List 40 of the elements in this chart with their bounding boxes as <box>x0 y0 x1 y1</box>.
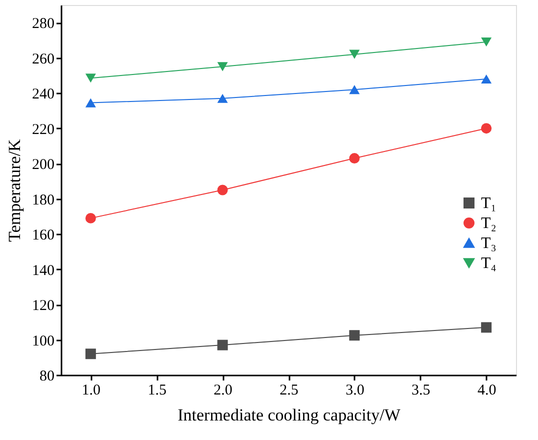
point <box>85 98 96 108</box>
y-tick-label: 120 <box>32 298 54 314</box>
x-axis-title: Intermediate cooling capacity/W <box>178 406 402 424</box>
point <box>85 74 96 83</box>
y-tick-label: 220 <box>32 122 54 138</box>
y-tick-label: 140 <box>32 262 54 279</box>
point <box>481 123 492 134</box>
point <box>217 184 228 196</box>
y-tick-label: 160 <box>32 228 54 244</box>
point <box>349 330 360 341</box>
point <box>349 50 360 59</box>
point <box>481 74 492 84</box>
point <box>85 212 96 224</box>
point <box>217 94 228 103</box>
legend-label: T₁ <box>481 195 496 212</box>
point <box>217 340 228 350</box>
point <box>217 62 228 72</box>
legend-label: T₂ <box>481 215 496 232</box>
x-tick-label: 2.5 <box>280 382 298 398</box>
y-tick-label: 80 <box>40 368 54 384</box>
x-tick-label: 3.5 <box>412 382 430 398</box>
x-tick-label: 1.0 <box>82 382 101 398</box>
point <box>481 322 492 333</box>
y-tick-label: 180 <box>32 192 54 208</box>
y-tick-label: 280 <box>32 16 54 32</box>
x-tick-label: 4.0 <box>477 382 496 398</box>
y-tick-label: 200 <box>32 157 54 174</box>
point <box>349 153 360 164</box>
y-tick-label: 240 <box>32 86 54 103</box>
y-axis-title: Temperature/K <box>5 138 24 242</box>
point <box>85 348 96 360</box>
point <box>481 37 492 47</box>
legend-label: T₃ <box>481 235 496 252</box>
legend-label: T₄ <box>481 255 497 272</box>
x-tick-label: 3.0 <box>346 382 364 398</box>
y-tick-label: 100 <box>32 333 54 350</box>
y-tick-label: 260 <box>32 51 54 68</box>
x-tick-label: 1.5 <box>148 382 166 398</box>
x-tick-label: 2.0 <box>214 382 232 398</box>
point <box>349 85 360 94</box>
